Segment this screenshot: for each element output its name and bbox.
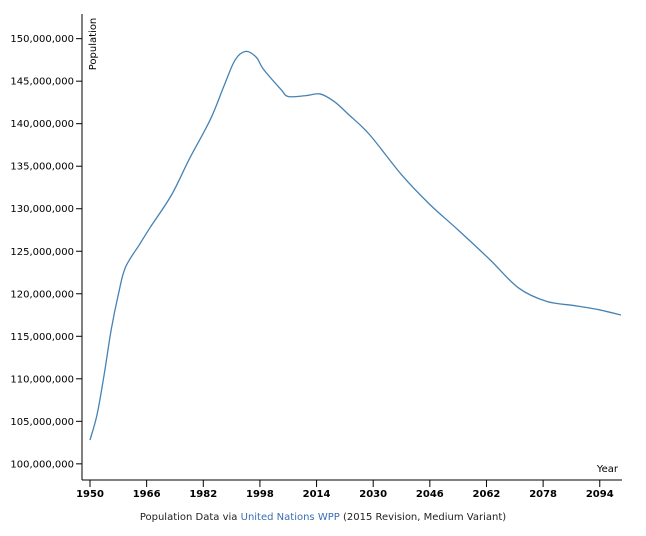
y-tick-label: 100,000,000 <box>10 459 74 470</box>
x-tick-label: 2062 <box>473 489 501 500</box>
y-tick-label: 150,000,000 <box>10 34 74 45</box>
footer-text: (2015 Revision, Medium Variant) <box>342 512 507 523</box>
x-tick-label: 1966 <box>133 489 161 500</box>
y-tick-label: 140,000,000 <box>10 119 74 130</box>
x-tick-label: 2014 <box>303 489 331 500</box>
footer-link[interactable]: United Nations WPP <box>240 512 340 523</box>
x-tick-label: 1998 <box>246 489 274 500</box>
y-tick-label: 110,000,000 <box>10 374 74 385</box>
x-tick-label: 2046 <box>416 489 444 500</box>
y-tick-label: 130,000,000 <box>10 204 74 215</box>
x-tick-label: 2030 <box>359 489 387 500</box>
footer: Population Data via United Nations WPP (… <box>0 512 646 523</box>
x-tick-label: 2094 <box>586 489 614 500</box>
y-axis-label: Population <box>88 18 99 71</box>
y-tick-label: 145,000,000 <box>10 77 74 88</box>
x-axis-label: Year <box>596 464 619 475</box>
y-tick-label: 120,000,000 <box>10 289 74 300</box>
y-tick-label: 125,000,000 <box>10 247 74 258</box>
y-tick-label: 135,000,000 <box>10 162 74 173</box>
y-tick-label: 115,000,000 <box>10 332 74 343</box>
x-tick-label: 1982 <box>189 489 217 500</box>
x-tick-label: 1950 <box>76 489 104 500</box>
line <box>89 50 622 441</box>
footer-text: Population Data via <box>139 512 238 523</box>
y-tick-label: 105,000,000 <box>10 417 74 428</box>
x-tick-label: 2078 <box>529 489 557 500</box>
